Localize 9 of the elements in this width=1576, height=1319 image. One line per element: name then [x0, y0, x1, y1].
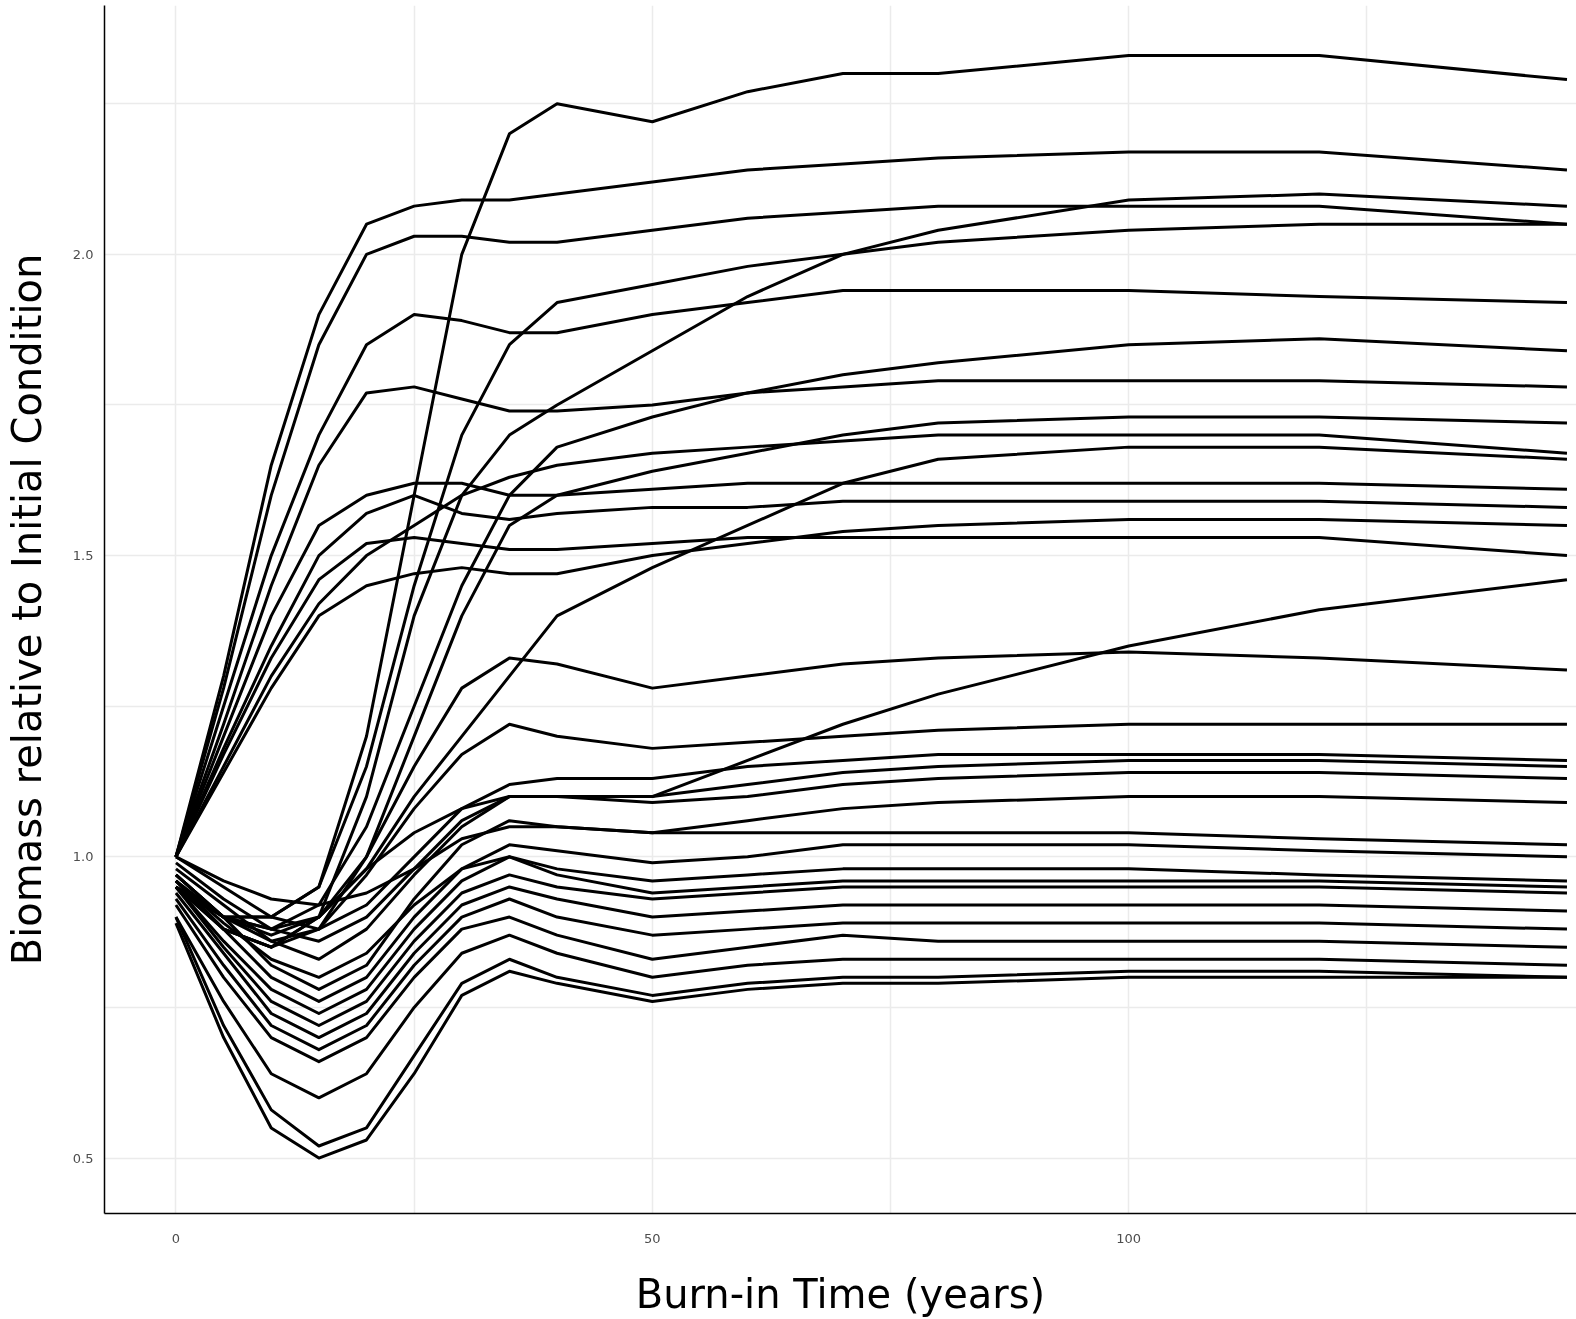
x-tick-label: 0 — [171, 1230, 181, 1246]
y-axis-title: Biomass relative to Initial Condition — [3, 253, 50, 966]
y-tick-label: 1.5 — [72, 548, 94, 564]
y-tick-label: 2.0 — [72, 246, 94, 262]
y-tick-label: 0.5 — [72, 1150, 94, 1166]
y-tick-label: 1.0 — [72, 849, 94, 865]
x-tick-label: 100 — [1116, 1230, 1142, 1246]
x-tick-label: 50 — [644, 1230, 661, 1246]
x-axis-title: Burn-in Time (years) — [635, 1270, 1046, 1317]
